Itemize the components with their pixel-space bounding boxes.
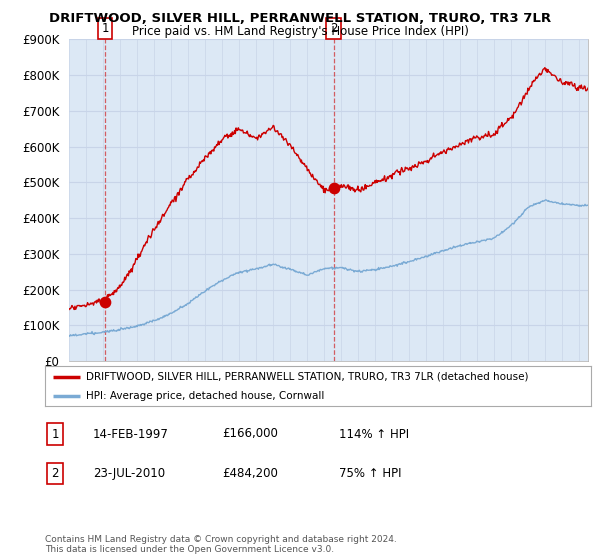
Text: 2: 2 — [52, 466, 59, 480]
Text: 1: 1 — [101, 22, 109, 35]
Text: 114% ↑ HPI: 114% ↑ HPI — [339, 427, 409, 441]
Text: HPI: Average price, detached house, Cornwall: HPI: Average price, detached house, Corn… — [86, 391, 325, 401]
Point — [100, 297, 110, 306]
Point — [329, 184, 338, 193]
Text: Contains HM Land Registry data © Crown copyright and database right 2024.
This d: Contains HM Land Registry data © Crown c… — [45, 535, 397, 554]
Text: DRIFTWOOD, SILVER HILL, PERRANWELL STATION, TRURO, TR3 7LR (detached house): DRIFTWOOD, SILVER HILL, PERRANWELL STATI… — [86, 372, 529, 382]
Text: DRIFTWOOD, SILVER HILL, PERRANWELL STATION, TRURO, TR3 7LR: DRIFTWOOD, SILVER HILL, PERRANWELL STATI… — [49, 12, 551, 25]
Text: 14-FEB-1997: 14-FEB-1997 — [93, 427, 169, 441]
Text: 2: 2 — [330, 22, 337, 35]
Text: 1: 1 — [52, 427, 59, 441]
Text: £166,000: £166,000 — [222, 427, 278, 441]
Text: 75% ↑ HPI: 75% ↑ HPI — [339, 466, 401, 480]
Text: 23-JUL-2010: 23-JUL-2010 — [93, 466, 165, 480]
Text: Price paid vs. HM Land Registry's House Price Index (HPI): Price paid vs. HM Land Registry's House … — [131, 25, 469, 38]
Text: £484,200: £484,200 — [222, 466, 278, 480]
